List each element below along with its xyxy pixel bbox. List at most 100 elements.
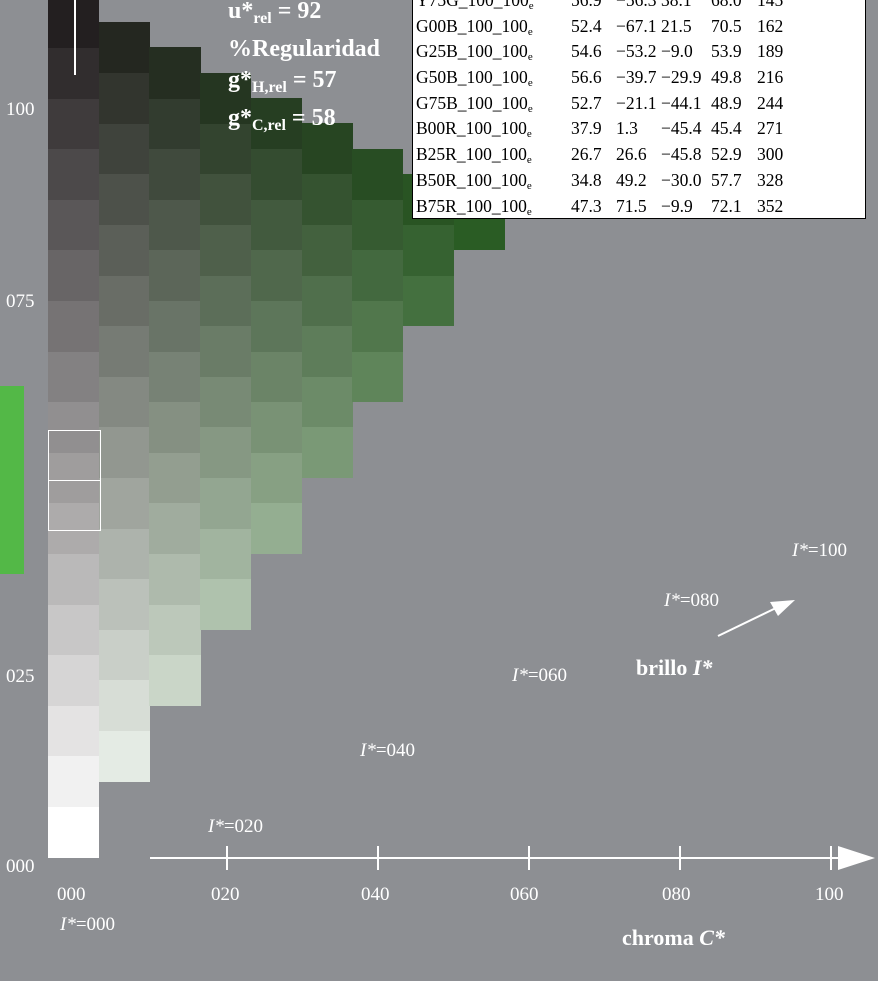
table-cell-C: 68.0 [711, 0, 742, 10]
color-cell [352, 300, 404, 352]
color-cell [250, 148, 303, 200]
color-cell [402, 275, 455, 327]
table-cell-h: 216 [757, 67, 784, 88]
table-cell-b: −45.4 [661, 118, 702, 139]
table-cell-C: 48.9 [711, 92, 742, 113]
table-cell-a: −21.1 [616, 92, 657, 113]
color-cell [149, 300, 201, 352]
color-cell [149, 401, 201, 453]
x-tick-080: 080 [662, 884, 691, 905]
table-row: Y75G_100_100e 56.9 −56.3 38.1 68.0 145 [413, 0, 865, 13]
y-tick-025: 025 [6, 666, 35, 687]
table-row: G50B_100_100e 56.6 −39.7 −29.9 49.8 216 [413, 64, 865, 90]
color-cell [250, 199, 303, 251]
table-cell-h: 352 [757, 195, 784, 216]
color-cell [48, 351, 100, 403]
color-cell [301, 376, 353, 428]
color-cell [149, 654, 201, 706]
iso-label-100: I*=100 [792, 540, 848, 561]
color-cell [98, 679, 150, 732]
color-cell [301, 123, 353, 175]
table-cell-a: −53.2 [616, 41, 657, 62]
table-cell-h: 145 [757, 0, 784, 10]
color-cell [48, 806, 100, 858]
color-cell [200, 376, 252, 428]
color-cell [200, 173, 252, 226]
color-cell [200, 224, 252, 276]
table-cell-L: 56.6 [571, 67, 602, 88]
table-cell-L: 52.7 [571, 92, 602, 113]
color-cell [48, 705, 100, 757]
table-cell-b: −44.1 [661, 92, 702, 113]
color-cell [149, 249, 201, 301]
color-cell [98, 730, 150, 782]
table-cell-a: 71.5 [616, 195, 647, 216]
color-cell [48, 249, 100, 301]
color-cell [48, 604, 100, 656]
color-cell [200, 528, 252, 580]
color-cell [250, 98, 303, 150]
color-cell [98, 325, 150, 377]
color-cell [48, 654, 100, 706]
table-cell-name: G00B_100_100e [416, 15, 533, 38]
table-row: B75R_100_100e 47.3 71.5 −9.9 72.1 352 [413, 193, 865, 219]
table-cell-b: −30.0 [661, 169, 702, 190]
color-cell [200, 426, 252, 479]
color-cell [352, 199, 404, 251]
table-cell-a: 26.6 [616, 144, 647, 165]
color-cell [352, 351, 404, 403]
table-cell-L: 54.6 [571, 41, 602, 62]
color-cell [301, 275, 353, 327]
color-cell [250, 351, 303, 403]
color-cell [301, 426, 353, 479]
table-cell-C: 49.8 [711, 67, 742, 88]
hue-swatch [0, 386, 24, 574]
table-cell-b: −45.8 [661, 144, 702, 165]
color-cell [149, 604, 201, 656]
color-cell [98, 173, 150, 226]
table-cell-h: 328 [757, 169, 784, 190]
color-cell [149, 47, 201, 99]
table-cell-name: G50B_100_100e [416, 67, 533, 90]
table-cell-b: −9.9 [661, 195, 693, 216]
color-cell [48, 98, 100, 150]
color-cell [200, 578, 252, 630]
regularity-label: %Regularidad [228, 36, 381, 62]
brightness-axis-title: brillo I* [636, 655, 713, 680]
color-cell [98, 629, 150, 681]
chroma-axis-title: chroma C* [622, 925, 725, 950]
color-cell [98, 376, 150, 428]
color-cell [200, 123, 252, 175]
color-cell [352, 249, 404, 301]
table-cell-name: G75B_100_100e [416, 92, 533, 115]
color-cell [98, 22, 150, 74]
table-cell-L: 37.9 [571, 118, 602, 139]
x-tick-040: 040 [361, 884, 390, 905]
color-cell [200, 275, 252, 327]
highlight-cell-upper [48, 430, 101, 481]
table-cell-h: 271 [757, 118, 784, 139]
table-cell-name: B75R_100_100e [416, 195, 532, 218]
color-cell [149, 98, 201, 150]
color-cell [301, 173, 353, 226]
color-cell [48, 755, 100, 807]
x-tick-060: 060 [510, 884, 539, 905]
color-cell [48, 0, 100, 48]
color-cell [200, 477, 252, 529]
color-cell [301, 224, 353, 276]
color-cell [48, 199, 100, 251]
table-cell-b: 21.5 [661, 15, 692, 36]
iso-label-060: I*=060 [512, 665, 568, 686]
u-rel-stat: u*rel = 92 [228, 0, 322, 27]
color-cell [250, 452, 303, 504]
color-cell [301, 325, 353, 377]
y-tick-000: 000 [6, 856, 35, 877]
color-cell [98, 72, 150, 124]
table-cell-C: 72.1 [711, 195, 742, 216]
y-tick-075: 075 [6, 291, 35, 312]
highlight-cell-lower [48, 480, 101, 531]
color-cell [98, 224, 150, 276]
table-cell-a: 1.3 [616, 118, 638, 139]
color-cell [98, 578, 150, 630]
gh-rel-stat: g*H,rel = 57 [228, 67, 337, 96]
